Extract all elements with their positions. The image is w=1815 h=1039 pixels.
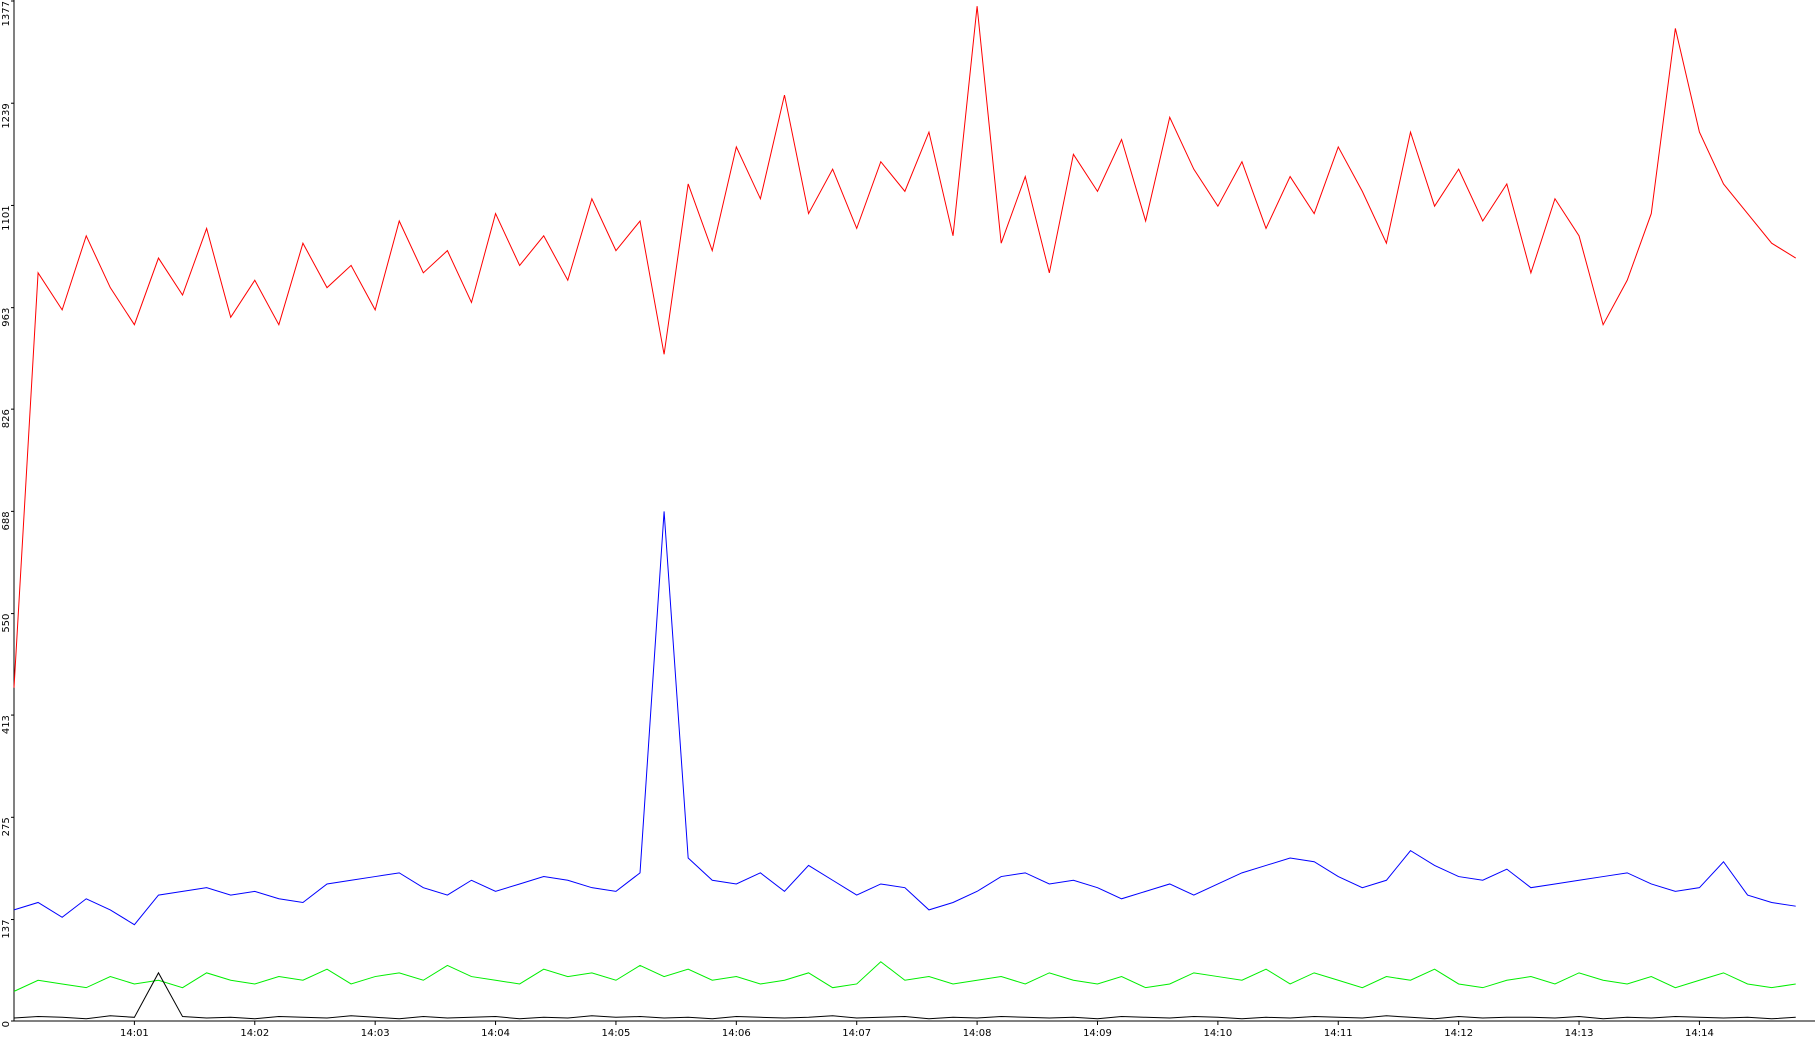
x-tick-label: 14:09 [1083, 1028, 1112, 1039]
y-tick-label: 275 [1, 817, 12, 836]
x-tick-label: 14:06 [722, 1028, 751, 1039]
series-line [13, 6, 1797, 688]
x-tick-label: 14:08 [963, 1028, 992, 1039]
x-tick-label: 14:07 [842, 1028, 871, 1039]
y-tick-label: 1239 [1, 103, 12, 128]
series-line [13, 961, 1796, 992]
x-tick-label: 14:04 [481, 1028, 510, 1039]
x-tick-label: 14:12 [1444, 1028, 1473, 1039]
y-tick-label: 1377 [1, 1, 12, 26]
y-tick-label: 688 [1, 511, 12, 530]
x-tick-label: 14:13 [1565, 1028, 1594, 1039]
x-tick-label: 14:05 [602, 1028, 631, 1039]
y-tick-label: 826 [1, 409, 12, 428]
y-tick-label: 550 [1, 614, 12, 633]
y-tick-label: 963 [1, 308, 12, 327]
x-tick-label: 14:14 [1685, 1028, 1714, 1039]
y-tick-label: 0 [1, 1021, 12, 1027]
x-tick-label: 14:11 [1324, 1028, 1353, 1039]
series-line [13, 511, 1796, 926]
x-tick-label: 14:10 [1203, 1028, 1232, 1039]
y-tick-label: 413 [1, 715, 12, 734]
y-tick-label: 1101 [1, 205, 12, 230]
x-tick-label: 14:03 [361, 1028, 390, 1039]
y-tick-label: 137 [1, 920, 12, 939]
series-line [13, 971, 1796, 1020]
x-tick-label: 14:01 [120, 1028, 149, 1039]
x-tick-label: 14:02 [240, 1028, 269, 1039]
